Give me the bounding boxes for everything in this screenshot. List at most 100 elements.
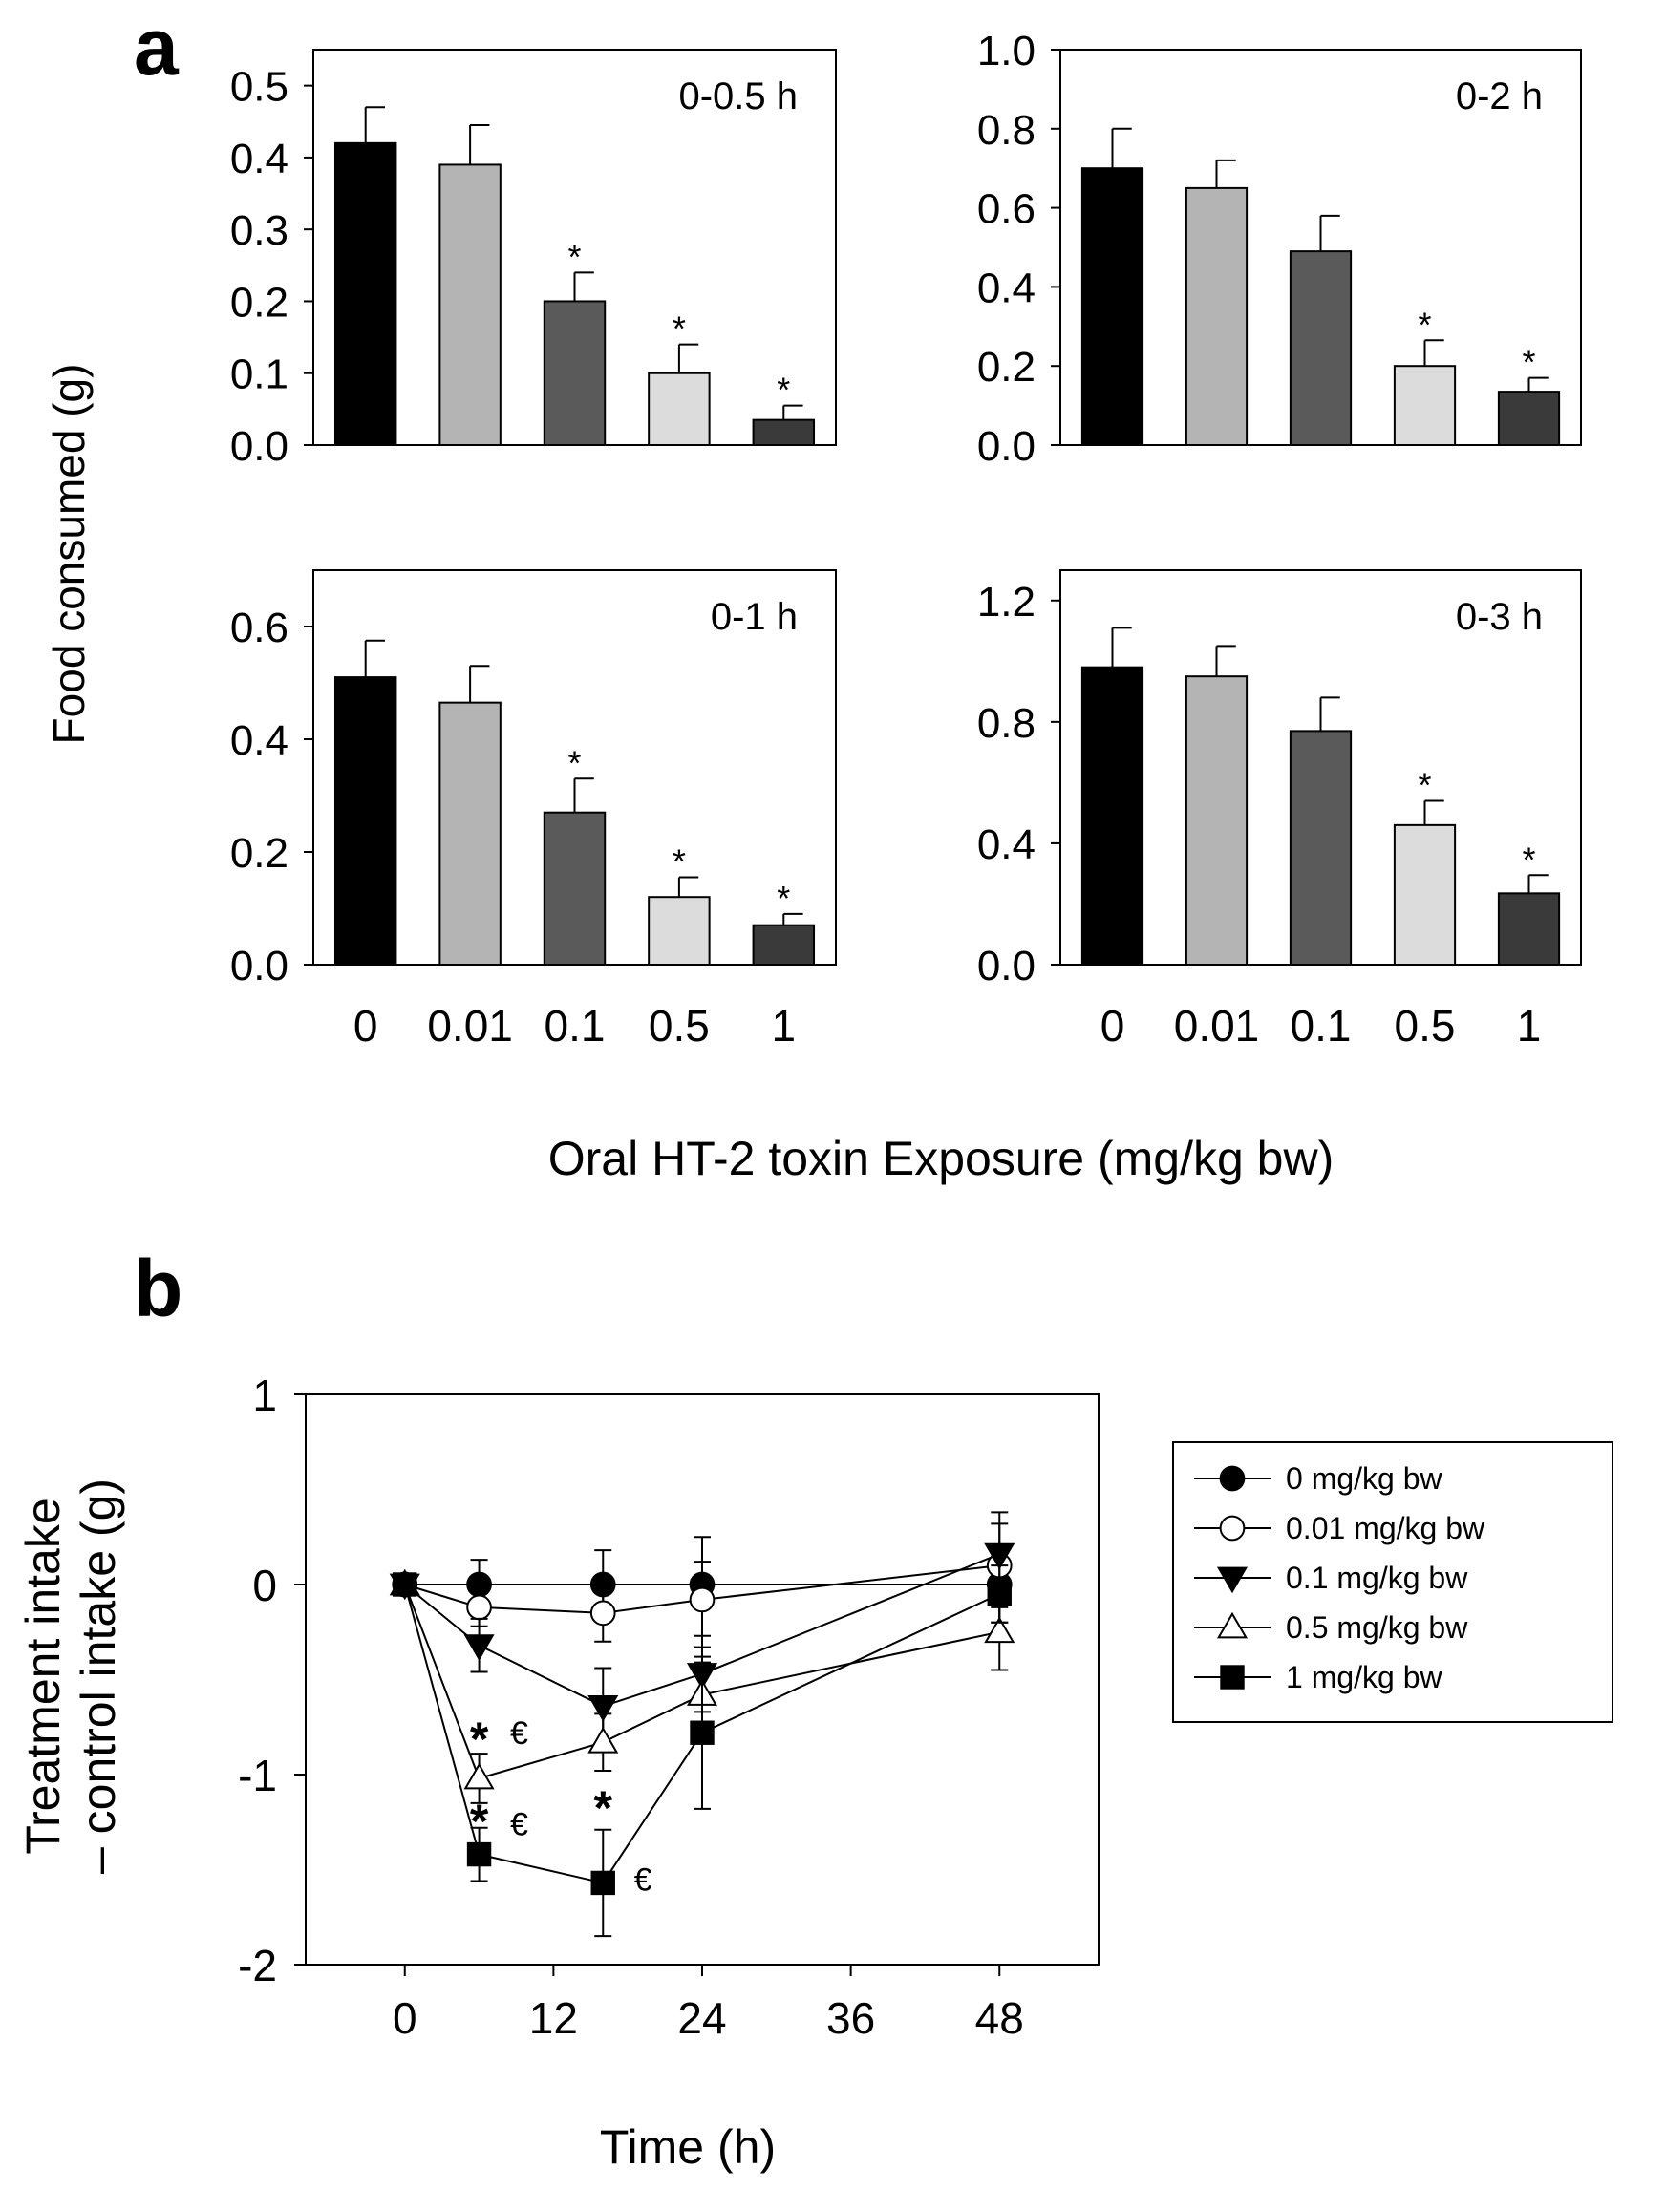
x-tick-label: 0.1 xyxy=(1291,1001,1352,1051)
bar-charts: 0.0 0.1 0.2 0.3 0.4 0.5 * * * 0-0.5 h 0.0 0.2 0.4 0.6… xyxy=(230,28,1582,1051)
x-tick-label: 1 xyxy=(1517,1001,1542,1051)
panel-a-xlabel: Oral HT-2 toxin Exposure (mg/kg bw) xyxy=(548,1132,1335,1185)
y-tick-label: 0.2 xyxy=(230,830,288,877)
y-tick-label: 0.8 xyxy=(977,107,1036,154)
panel-title: 0-0.5 h xyxy=(678,75,798,117)
legend-marker xyxy=(1216,1611,1249,1639)
data-point xyxy=(984,1542,1015,1570)
panel-a-ylabel: Food consumed (g) xyxy=(44,364,94,745)
bar xyxy=(648,896,711,967)
y-tick-label: 0.6 xyxy=(977,186,1036,233)
bar xyxy=(1080,666,1144,967)
x-tick-label: 0 xyxy=(353,1001,378,1051)
y-tick-label: 0.4 xyxy=(230,136,288,182)
bar xyxy=(438,701,502,967)
data-point xyxy=(393,1572,417,1597)
data-point xyxy=(463,1762,495,1790)
bar-panel-2: 0.0 0.2 0.4 0.6 0.8 1.0 * * 0-2 h xyxy=(977,28,1582,470)
y-tick-label: -1 xyxy=(238,1751,277,1800)
legend-label: 0.1 mg/kg bw xyxy=(1286,1561,1468,1595)
bar xyxy=(1080,167,1144,446)
x-tick-label: 36 xyxy=(826,1993,875,2043)
bar xyxy=(752,418,816,446)
bar-panel-3: 0.0 0.2 0.4 0.6 0 0.01 * 0.1 * 0.5 * 1 0-1 h xyxy=(230,569,837,1051)
y-tick-label: 0.8 xyxy=(977,700,1036,747)
legend: 0 mg/kg bw 0.01 mg/kg bw 0.1 mg/kg bw 0.5 m… xyxy=(1172,1441,1613,1723)
bar xyxy=(1497,391,1561,446)
significance-annotation: * xyxy=(470,1795,489,1848)
legend-label: 0 mg/kg bw xyxy=(1286,1461,1443,1496)
series-5 xyxy=(393,1564,1012,1938)
bar xyxy=(543,811,607,967)
bar xyxy=(1185,675,1249,966)
significance-marker: * xyxy=(777,879,790,918)
significance-annotation: * xyxy=(594,1781,613,1835)
legend-marker xyxy=(1219,1515,1246,1542)
x-tick-label: 0.01 xyxy=(427,1001,513,1051)
legend-marker xyxy=(1219,1465,1246,1492)
significance-marker: * xyxy=(777,371,790,410)
data-point xyxy=(689,1586,716,1613)
significance-annotation: € xyxy=(634,1861,652,1898)
data-point xyxy=(984,1616,1015,1644)
y-tick-label: 0.0 xyxy=(230,423,288,470)
legend-marker xyxy=(1216,1566,1249,1594)
y-tick-label: 0.1 xyxy=(230,351,288,398)
y-tick-label: 0 xyxy=(252,1561,277,1610)
significance-marker: * xyxy=(1522,343,1535,382)
panel-a-letter: a xyxy=(134,2,180,92)
x-tick-label: 24 xyxy=(677,1993,726,2043)
x-tick-label: 0 xyxy=(1100,1001,1125,1051)
bar xyxy=(438,163,502,446)
significance-annotation: * xyxy=(470,1712,489,1766)
y-tick-label: -2 xyxy=(238,1941,277,1990)
panel-b-ylabel-line1: Treatment intake xyxy=(16,1498,70,1854)
y-tick-label: 0.4 xyxy=(977,821,1036,868)
data-point xyxy=(466,1594,492,1621)
bar xyxy=(333,141,397,446)
data-point xyxy=(587,1726,619,1754)
legend-frame xyxy=(1172,1441,1613,1723)
significance-marker: * xyxy=(673,842,686,882)
bar xyxy=(1393,365,1457,447)
significance-marker: * xyxy=(1522,840,1535,879)
panel-b-xlabel: Time (h) xyxy=(600,2120,776,2174)
legend-label: 0.01 mg/kg bw xyxy=(1286,1511,1485,1545)
bar xyxy=(543,300,607,447)
y-tick-label: 0.2 xyxy=(977,344,1036,391)
y-tick-label: 1.0 xyxy=(977,28,1036,74)
bar xyxy=(1289,250,1353,447)
bar-panel-1: 0.0 0.1 0.2 0.3 0.4 0.5 * * * 0-0.5 h xyxy=(230,49,837,470)
y-tick-label: 0.5 xyxy=(230,64,288,111)
legend-marker xyxy=(1220,1665,1245,1690)
legend-item: 0 mg/kg bw xyxy=(1194,1461,1443,1496)
bar xyxy=(333,676,397,966)
significance-marker: * xyxy=(567,237,581,276)
data-point xyxy=(463,1634,495,1661)
legend-label: 1 mg/kg bw xyxy=(1286,1660,1443,1694)
panel-b-ylabel-line2: – control intake (g) xyxy=(72,1478,125,1874)
significance-marker: * xyxy=(1418,765,1431,804)
x-tick-label: 0 xyxy=(393,1993,417,2043)
line-chart: -2 -1 0 1 0 12 24 36 48 * € * € * €0 mg/kg bw 0.01 mg/k… xyxy=(238,1371,1613,2043)
data-point xyxy=(690,1720,715,1745)
bar xyxy=(1393,823,1457,966)
y-tick-label: 0.0 xyxy=(230,943,288,989)
bar xyxy=(1497,892,1561,966)
data-point xyxy=(590,1870,615,1896)
legend-item: 1 mg/kg bw xyxy=(1194,1660,1443,1694)
bar xyxy=(1185,186,1249,446)
legend-label: 0.5 mg/kg bw xyxy=(1286,1610,1468,1645)
data-point xyxy=(466,1841,492,1867)
y-tick-label: 0.0 xyxy=(977,423,1036,470)
x-tick-label: 12 xyxy=(529,1993,578,2043)
panel-title: 0-3 h xyxy=(1456,596,1543,638)
significance-annotation: € xyxy=(510,1715,528,1752)
data-point xyxy=(987,1582,1012,1606)
significance-annotation: € xyxy=(510,1807,528,1843)
x-tick-label: 0.01 xyxy=(1174,1001,1260,1051)
legend-item: 0.5 mg/kg bw xyxy=(1194,1610,1468,1645)
x-tick-label: 0.1 xyxy=(545,1001,606,1051)
y-tick-label: 0.4 xyxy=(977,265,1036,311)
